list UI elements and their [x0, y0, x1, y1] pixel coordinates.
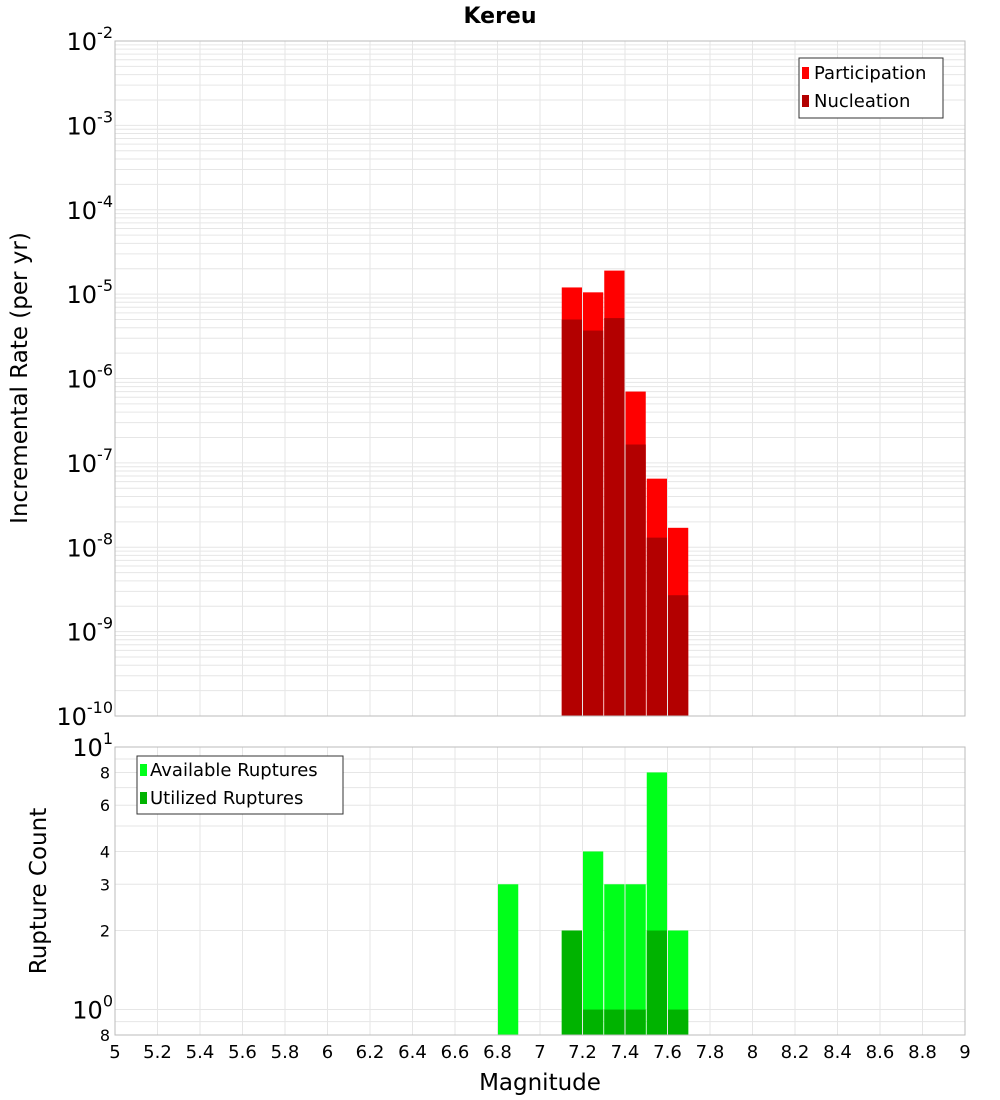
- count-bar-available-ruptures: [668, 930, 689, 1035]
- count-y-tick-label: 8: [100, 763, 110, 782]
- rate-y-tick-label: 10-7: [67, 445, 114, 478]
- participation-swatch: [802, 67, 809, 79]
- count-bar-utilized-ruptures: [561, 930, 582, 1035]
- rate-grid: [114, 40, 966, 717]
- count-y-tick-label: 4: [100, 842, 110, 861]
- count-bar-available-ruptures: [604, 884, 625, 1035]
- count-y-tick-label: 3: [100, 875, 110, 894]
- rate-legend: Participation Nucleation: [798, 57, 944, 119]
- x-tick-label: 8.2: [781, 1042, 810, 1063]
- utilized-swatch: [140, 792, 147, 804]
- x-tick-label: 6.2: [356, 1042, 385, 1063]
- count-y-tick-label: 100: [72, 992, 113, 1025]
- nucleation-swatch: [802, 95, 809, 107]
- rate-y-tick-label: 10-3: [67, 107, 114, 140]
- x-tick-label: 7.4: [611, 1042, 640, 1063]
- x-tick-label: 7.2: [568, 1042, 597, 1063]
- rate-bar-nucleation: [583, 330, 604, 716]
- x-tick-label: 5.8: [271, 1042, 300, 1063]
- rate-y-tick-label: 10-10: [56, 698, 113, 731]
- count-y-tick-label: 101: [72, 729, 113, 762]
- count-plot-frame: [114, 746, 966, 1036]
- x-tick-label: 6.8: [483, 1042, 512, 1063]
- chart-title: Kereu: [463, 4, 536, 29]
- x-axis-label: Magnitude: [479, 1070, 601, 1096]
- x-tick-label: 5: [109, 1042, 120, 1063]
- count-bar-available-ruptures: [583, 851, 604, 1035]
- count-bars: [498, 772, 689, 1035]
- count-bar-utilized-ruptures: [668, 1009, 689, 1035]
- x-axis-ticks: 5 5.2 5.4 5.6 5.8 6 6.2 6.4 6.6 6.8 7 7.2 7.4 7.6 7.8 8…: [109, 1042, 970, 1063]
- x-tick-label: 8: [747, 1042, 758, 1063]
- rate-y-tick-label: 10-9: [67, 614, 114, 647]
- x-tick-label: 8.8: [908, 1042, 937, 1063]
- x-tick-label: 7: [534, 1042, 545, 1063]
- x-tick-label: 5.4: [186, 1042, 215, 1063]
- rate-bar-nucleation: [561, 319, 582, 716]
- count-bar-available-ruptures: [498, 884, 519, 1035]
- x-tick-label: 8.4: [823, 1042, 852, 1063]
- x-tick-label: 7.6: [653, 1042, 682, 1063]
- rate-bar-nucleation: [625, 444, 646, 716]
- count-y-tick-label: 6: [100, 796, 110, 815]
- rate-y-ticks: 10-10 10-9 10-8 10-7 10-6 10-5 10-4 10-3 10-2: [56, 23, 113, 731]
- rate-y-axis-label: Incremental Rate (per yr): [7, 232, 33, 524]
- available-swatch: [140, 764, 147, 776]
- count-bar-utilized-ruptures: [604, 1009, 625, 1035]
- rate-panel: 10-10 10-9 10-8 10-7 10-6 10-5 10-4 10-3 10-2 In…: [7, 23, 966, 731]
- nucleation-legend-label: Nucleation: [814, 91, 910, 112]
- count-legend: Available Ruptures Utilized Ruptures: [136, 755, 344, 815]
- count-legend-box: [136, 755, 344, 815]
- count-y-tick-label: 8: [100, 1026, 110, 1045]
- rate-legend-box: [798, 57, 944, 119]
- rate-plot-frame: [114, 40, 966, 717]
- count-y-axis-label: Rupture Count: [26, 808, 52, 974]
- x-tick-label: 5.6: [228, 1042, 257, 1063]
- count-y-tick-label: 2: [100, 922, 110, 941]
- x-tick-label: 5.2: [143, 1042, 172, 1063]
- count-bar-available-ruptures: [625, 884, 646, 1035]
- x-tick-label: 6: [322, 1042, 333, 1063]
- rate-y-tick-label: 10-2: [67, 23, 114, 56]
- rate-y-tick-label: 10-6: [67, 361, 114, 394]
- rate-bar-nucleation: [604, 318, 625, 716]
- count-bar-utilized-ruptures: [625, 1009, 646, 1035]
- x-tick-label: 7.8: [696, 1042, 725, 1063]
- participation-legend-label: Participation: [814, 63, 926, 84]
- rate-y-tick-label: 10-8: [67, 529, 114, 562]
- count-bar-utilized-ruptures: [583, 1009, 604, 1035]
- x-tick-label: 8.6: [866, 1042, 895, 1063]
- utilized-legend-label: Utilized Ruptures: [150, 788, 303, 809]
- count-bar-utilized-ruptures: [646, 930, 667, 1035]
- rate-y-tick-label: 10-5: [67, 276, 114, 309]
- rate-bar-nucleation: [646, 537, 667, 716]
- rate-bars: [561, 270, 689, 716]
- available-legend-label: Available Ruptures: [150, 760, 318, 781]
- x-tick-label: 9: [959, 1042, 970, 1063]
- x-tick-label: 6.4: [398, 1042, 427, 1063]
- x-tick-label: 6.6: [441, 1042, 470, 1063]
- rate-bar-nucleation: [668, 595, 689, 716]
- rate-y-tick-label: 10-4: [67, 192, 114, 225]
